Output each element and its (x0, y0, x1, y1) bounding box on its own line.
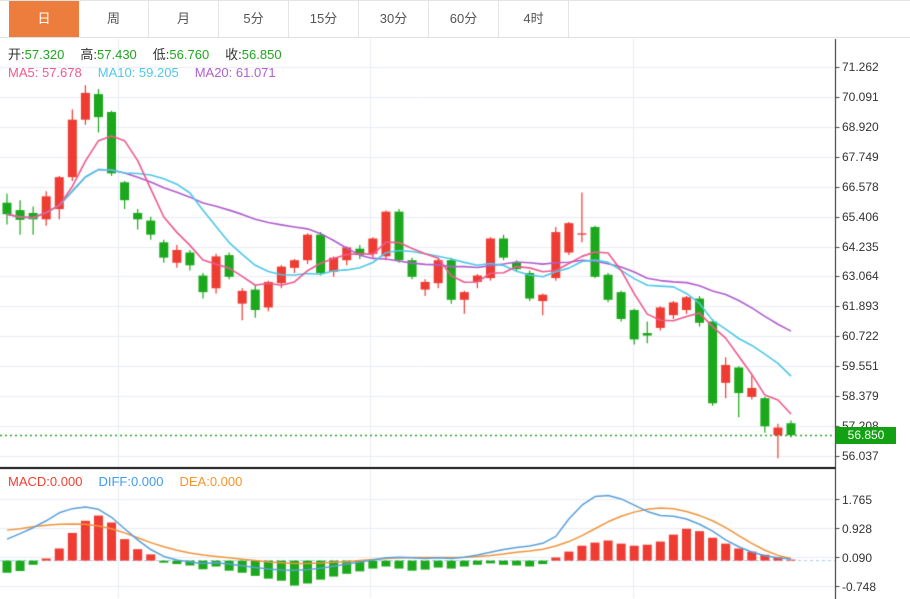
dea-value: DEA:0.000 (179, 474, 242, 489)
price-axis-label: 70.091 (842, 89, 879, 104)
ohlc-low-number: 56.760 (169, 47, 210, 62)
macd-value-number: 0.000 (49, 474, 83, 489)
price-axis-label: 58.379 (842, 389, 879, 404)
ohlc-high-number: 57.430 (97, 47, 137, 62)
tab-60min[interactable]: 60分 (429, 1, 499, 37)
macd-value: MACD:0.000 (8, 474, 82, 489)
ma5-value-label: MA5: (8, 65, 42, 80)
ohlc-open-number: 57.320 (24, 47, 65, 62)
tab-4hour[interactable]: 4时 (499, 1, 569, 37)
macd-axis-label: -0.748 (842, 579, 877, 594)
price-axis-label: 64.235 (842, 239, 879, 254)
dea-value-number: 0.000 (209, 474, 243, 489)
price-axis-label: 67.749 (842, 149, 879, 164)
price-axis-label: 59.551 (842, 359, 879, 374)
ma20-value-number: 61.071 (235, 65, 276, 80)
ma10-value-label: MA10: (97, 65, 139, 80)
tab-day[interactable]: 日 (9, 1, 79, 37)
ohlc-high: 高:57.430 (80, 47, 136, 62)
ma10-value-number: 59.205 (138, 65, 179, 80)
ma20-value-label: MA20: (194, 65, 236, 80)
price-axis-label: 60.722 (842, 329, 879, 344)
ohlc-close-label: 收: (225, 47, 242, 62)
ohlc-readout: 开:57.320 高:57.430 低:56.760 收:56.850 (8, 44, 298, 63)
ma-readout: MA5: 57.678 MA10: 59.205 MA20: 61.071 (8, 65, 292, 80)
price-axis-label: 68.920 (842, 119, 879, 134)
ohlc-low-label: 低: (152, 47, 170, 62)
ohlc-open-label: 开: (8, 47, 25, 62)
ma10-value: MA10: 59.205 (98, 65, 179, 80)
diff-value-label: DIFF: (98, 474, 131, 489)
ohlc-high-label: 高: (80, 47, 98, 62)
ma20-value: MA20: 61.071 (195, 65, 276, 80)
tab-5min[interactable]: 5分 (219, 1, 289, 37)
price-axis-label: 63.064 (842, 269, 879, 284)
price-axis-label: 71.262 (842, 60, 879, 74)
timeframe-tab-bar: 日周月 5分 15分 30分 60分 4时 (0, 0, 910, 38)
ohlc-open: 开:57.320 (8, 47, 64, 62)
tab-30min[interactable]: 30分 (359, 1, 429, 37)
price-axis-label: 56.037 (842, 448, 879, 463)
ohlc-low: 低:56.760 (153, 47, 209, 62)
macd-value-label: MACD: (8, 474, 50, 489)
diff-value-number: 0.000 (130, 474, 164, 489)
ma5-value-number: 57.678 (41, 65, 82, 80)
tab-15min[interactable]: 15分 (289, 1, 359, 37)
macd-axis-label: 0.090 (842, 550, 873, 565)
price-axis-label: 61.893 (842, 299, 879, 314)
macd-readout: MACD:0.000 DIFF:0.000 DEA:0.000 (8, 474, 258, 489)
price-axis-label: 65.406 (842, 209, 879, 224)
diff-value: DIFF:0.000 (98, 474, 163, 489)
ohlc-close: 收:56.850 (225, 47, 281, 62)
ohlc-close-number: 56.850 (241, 47, 282, 62)
dea-value-label: DEA: (179, 474, 210, 489)
macd-axis-label: 0.928 (842, 521, 873, 536)
price-axis-label: 66.578 (842, 179, 879, 194)
current-price-badge: 56.850 (836, 426, 896, 444)
macd-axis-label: 1.765 (842, 492, 873, 507)
tab-month[interactable]: 月 (149, 1, 219, 37)
tab-week[interactable]: 周 (79, 1, 149, 37)
ma5-value: MA5: 57.678 (8, 65, 82, 80)
